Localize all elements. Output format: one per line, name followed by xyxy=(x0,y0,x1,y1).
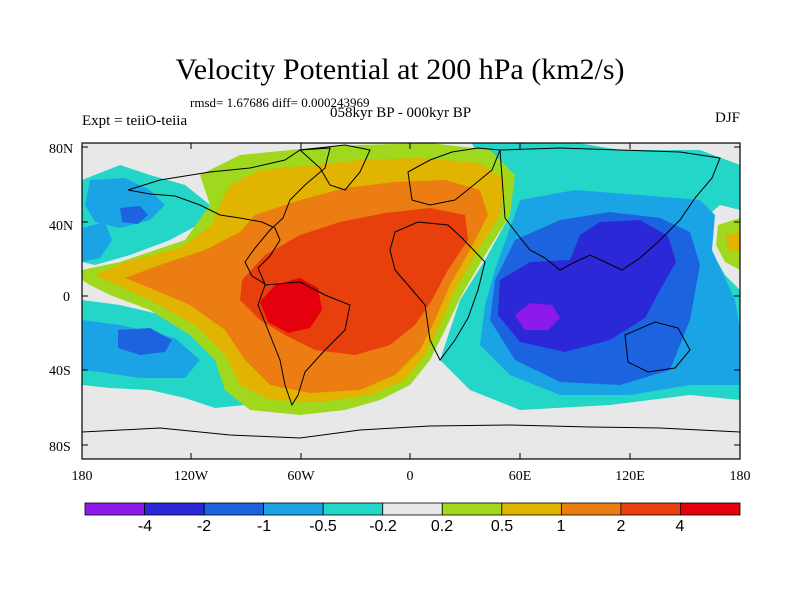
lon-tick-label: 180 xyxy=(72,469,93,484)
lon-tick-label: 180 xyxy=(730,469,751,484)
lat-axis: 80N 40N 0 40S 80S xyxy=(49,142,73,455)
coast-europe xyxy=(407,147,501,206)
contour-neg-4 xyxy=(515,303,560,330)
colorbar-labels: -4 -2 -1 -0.5 -0.2 0.2 0.5 1 2 4 xyxy=(138,518,685,535)
colorbar-label: 4 xyxy=(676,518,685,535)
coast-south-america xyxy=(257,281,351,407)
lon-axis: 180 120W 60W 0 60E 120E 180 xyxy=(72,469,751,484)
contour-neg-1 xyxy=(118,328,172,355)
lat-tick-label: 40N xyxy=(49,219,73,234)
coast-australia xyxy=(624,321,691,373)
coast-antarctica xyxy=(82,424,740,439)
colorbar-box xyxy=(382,502,443,516)
lon-tick-label: 60E xyxy=(509,469,532,484)
colorbar-box xyxy=(203,502,265,516)
coast-north-america xyxy=(127,147,331,286)
chart-title: Velocity Potential at 200 hPa (km2/s) xyxy=(175,53,625,86)
colorbar-box xyxy=(322,502,384,516)
colorbar-box xyxy=(620,502,681,516)
lon-tick-label: 0 xyxy=(407,469,414,484)
contour-neg-0.2 xyxy=(82,222,112,262)
lon-tick-label: 60W xyxy=(287,469,315,484)
colorbar-label: 2 xyxy=(617,518,626,535)
axis-ticks xyxy=(81,143,741,459)
colorbar-box xyxy=(560,502,622,516)
colorbar-box xyxy=(263,502,324,516)
colorbar: -4 -2 -1 -0.5 -0.2 0.2 0.5 1 2 4 xyxy=(84,502,741,535)
rmsd-stats: rmsd= 1.67686 diff= 0.000243969 xyxy=(190,95,370,110)
coast-africa xyxy=(389,221,486,361)
period-label: 058kyr BP - 000kyr BP xyxy=(330,105,472,121)
colorbar-label: 0.5 xyxy=(491,518,513,535)
map-frame xyxy=(81,142,741,460)
contour-pos-4 xyxy=(260,278,322,333)
lon-tick-label: 120W xyxy=(174,469,209,484)
coastlines xyxy=(82,144,740,439)
colorbar-label: 1 xyxy=(557,518,566,535)
colorbar-box xyxy=(441,502,503,516)
colorbar-label: -4 xyxy=(138,518,152,535)
map-field xyxy=(82,143,740,459)
coast-greenland xyxy=(298,144,371,191)
colorbar-boxes xyxy=(84,502,741,516)
colorbar-box xyxy=(501,502,562,516)
colorbar-label: -2 xyxy=(197,518,211,535)
contour-pos-0.5 xyxy=(726,232,740,252)
colorbar-box xyxy=(680,502,741,516)
experiment-label: Expt = teiiO-teiia xyxy=(82,113,188,129)
colorbar-box xyxy=(144,502,205,516)
lon-tick-label: 120E xyxy=(615,469,645,484)
colorbar-label: 0.2 xyxy=(431,518,453,535)
colorbar-label: -0.2 xyxy=(369,518,397,535)
contour-neg-1 xyxy=(120,206,148,224)
colorbar-label: -0.5 xyxy=(309,518,337,535)
lat-tick-label: 40S xyxy=(49,364,71,379)
coast-asia xyxy=(499,147,721,271)
colorbar-label: -1 xyxy=(257,518,271,535)
season-label: DJF xyxy=(714,110,740,126)
colorbar-box xyxy=(84,502,145,516)
lat-tick-label: 80S xyxy=(49,440,71,455)
lat-tick-label: 0 xyxy=(63,290,70,305)
lat-tick-label: 80N xyxy=(49,142,73,157)
